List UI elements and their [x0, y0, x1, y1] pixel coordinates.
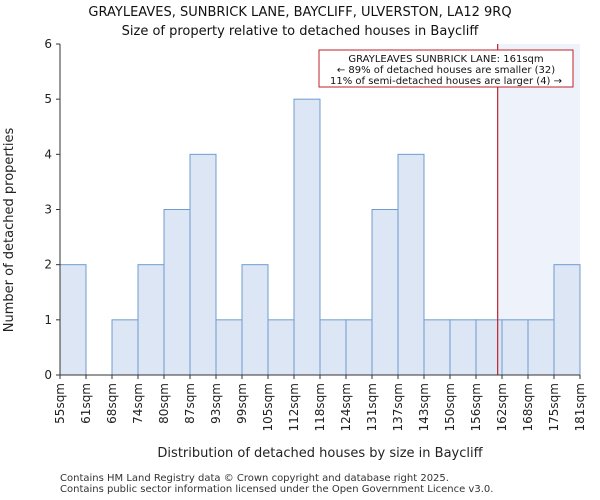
bar-74sqm: [137, 264, 165, 376]
x-tick-label: 93sqm: [209, 383, 223, 424]
x-tick-label: 118sqm: [313, 383, 327, 431]
y-tick-label: 5: [44, 92, 52, 106]
bar-175sqm: [553, 264, 581, 376]
bar-162sqm: [501, 319, 529, 376]
bar-118sqm: [319, 319, 347, 376]
x-tick-label: 74sqm: [131, 383, 145, 424]
bar-55sqm: [59, 264, 87, 376]
y-tick-label: 4: [44, 147, 52, 161]
x-tick-label: 124sqm: [339, 383, 353, 431]
y-tick-label: 6: [44, 37, 52, 51]
bar-150sqm: [449, 319, 477, 376]
x-ticks: 55sqm 61sqm 68sqm 74sqm 80sqm 87sqm 93sqm 99sqm…: [53, 375, 587, 431]
x-tick-label: 150sqm: [443, 383, 457, 431]
bar-87sqm: [189, 153, 217, 376]
y-tick-label: 3: [44, 203, 52, 217]
x-tick-label: 87sqm: [183, 383, 197, 424]
y-ticks: 0 1 2 3 4 5 6: [44, 37, 60, 382]
x-tick-label: 131sqm: [365, 383, 379, 431]
x-tick-label: 112sqm: [287, 383, 301, 431]
y-tick-label: 1: [44, 313, 52, 327]
x-tick-label: 181sqm: [573, 383, 587, 431]
x-tick-label: 162sqm: [495, 383, 509, 431]
bar-93sqm: [215, 319, 243, 376]
x-tick-label: 168sqm: [521, 383, 535, 431]
annotation-line-2: ← 89% of detached houses are smaller (32…: [337, 65, 555, 76]
x-axis-label: Distribution of detached houses by size …: [157, 446, 483, 461]
x-tick-label: 137sqm: [391, 383, 405, 431]
chart-subtitle: Size of property relative to detached ho…: [122, 24, 480, 39]
y-axis-label: Number of detached properties: [2, 128, 17, 333]
annotation-line-1: GRAYLEAVES SUNBRICK LANE: 161sqm: [348, 54, 543, 65]
bar-112sqm: [293, 98, 321, 376]
x-tick-label: 143sqm: [417, 383, 431, 431]
bar-68sqm: [111, 319, 139, 376]
annotation-line-3: 11% of semi-detached houses are larger (…: [330, 76, 562, 87]
x-tick-label: 68sqm: [105, 383, 119, 424]
bar-124sqm: [345, 319, 373, 376]
y-tick-label: 0: [44, 368, 52, 382]
x-tick-label: 61sqm: [79, 383, 93, 424]
chart: GRAYLEAVES, SUNBRICK LANE, BAYCLIFF, ULV…: [2, 5, 587, 461]
annotation-border: [318, 49, 574, 88]
x-tick-label: 55sqm: [53, 383, 67, 424]
bars: [59, 98, 581, 376]
chart-title: GRAYLEAVES, SUNBRICK LANE, BAYCLIFF, ULV…: [88, 5, 511, 20]
x-tick-label: 99sqm: [235, 383, 249, 424]
bar-80sqm: [163, 209, 191, 376]
y-tick-label: 2: [44, 258, 52, 272]
bar-131sqm: [371, 209, 399, 376]
bar-143sqm: [423, 319, 451, 376]
x-tick-label: 175sqm: [547, 383, 561, 431]
bar-99sqm: [241, 264, 269, 376]
x-tick-label: 156sqm: [469, 383, 483, 431]
footer: Contains HM Land Registry data © Crown c…: [60, 473, 493, 495]
annotation-box: GRAYLEAVES SUNBRICK LANE: 161sqm ← 89% o…: [318, 49, 574, 88]
footer-line-1: Contains HM Land Registry data © Crown c…: [60, 473, 449, 484]
bar-105sqm: [267, 319, 295, 376]
bar-137sqm: [397, 153, 425, 376]
x-tick-label: 105sqm: [261, 383, 275, 431]
bar-168sqm: [527, 319, 555, 376]
footer-line-2: Contains public sector information licen…: [60, 484, 494, 495]
x-tick-label: 80sqm: [157, 383, 171, 424]
